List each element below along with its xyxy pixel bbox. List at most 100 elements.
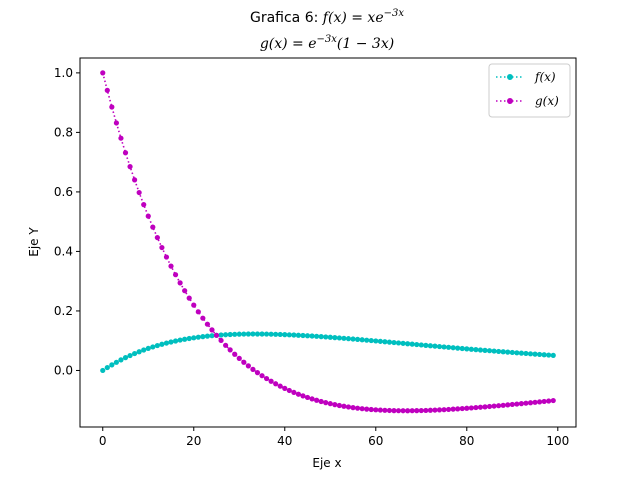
data-point-g [282, 385, 288, 391]
data-point-g [423, 407, 429, 414]
data-point-f [200, 334, 206, 340]
chart-title-formula-g-b: (1 − 3x) [337, 36, 394, 52]
data-point-f [177, 337, 183, 343]
data-point-f [323, 334, 329, 340]
legend: f(x) g(x) [488, 63, 571, 118]
data-point-f [109, 362, 115, 368]
data-point-g [182, 288, 188, 294]
data-point-g [496, 403, 502, 409]
data-point-f [377, 338, 383, 344]
chart-title-exponent-g: −3x [317, 34, 338, 45]
data-point-g [186, 295, 192, 301]
series-layer [100, 70, 556, 414]
data-point-g [500, 402, 506, 408]
data-point-f [509, 349, 515, 356]
chart-title-line-2: g(x) = e−3x(1 − 3x) [260, 34, 394, 52]
data-point-f [541, 352, 547, 358]
data-point-f [218, 332, 224, 338]
y-tick-label: 0.4 [54, 244, 73, 258]
data-point-f [373, 338, 379, 344]
data-point-g [323, 400, 329, 406]
data-point-f [195, 334, 201, 340]
data-point-f [132, 350, 138, 357]
data-point-g [427, 407, 433, 413]
data-point-f [550, 352, 556, 358]
legend-marker-g [507, 98, 513, 104]
data-point-f [364, 337, 370, 343]
x-tick-label: 20 [186, 434, 201, 448]
data-point-f [518, 350, 524, 356]
data-point-f [273, 331, 279, 337]
data-point-f [400, 340, 406, 346]
data-point-g [464, 405, 470, 411]
chart-title-exponent-f: −3x [384, 8, 405, 19]
chart-title-formula-g-a: g(x) = e [260, 36, 317, 52]
data-point-f [418, 342, 424, 348]
data-point-g [100, 70, 106, 76]
data-point-g [455, 406, 461, 412]
data-point-g [122, 150, 129, 156]
legend-marker-f [507, 74, 513, 80]
data-point-g [514, 401, 520, 407]
data-point-g [200, 315, 206, 321]
data-point-f [113, 359, 119, 365]
data-point-g [109, 104, 115, 110]
data-point-g [304, 394, 311, 401]
data-point-f [459, 345, 465, 352]
data-point-g [491, 403, 497, 409]
data-point-f [423, 342, 429, 348]
data-point-f [236, 331, 242, 337]
data-point-f [382, 339, 388, 345]
data-point-g [505, 402, 511, 408]
data-point-f [445, 344, 452, 350]
data-point-g [527, 400, 534, 406]
data-point-f [259, 331, 265, 337]
data-point-g [145, 213, 151, 219]
y-tick-label: 0.0 [54, 363, 73, 377]
data-point-f [159, 341, 165, 347]
data-point-g [141, 202, 147, 208]
data-point-g [441, 407, 447, 413]
data-point-f [263, 331, 270, 337]
data-point-f [227, 331, 233, 338]
data-point-f [455, 345, 461, 351]
data-point-f [477, 347, 484, 353]
data-point-g [259, 373, 265, 379]
data-point-f [277, 331, 283, 338]
data-point-g [537, 399, 543, 405]
data-point-f [300, 332, 306, 339]
data-point-g [291, 389, 297, 396]
data-point-g [332, 402, 338, 408]
chart-title-line-1: Grafica 6: f(x) = xe−3x [250, 8, 404, 26]
data-point-f [386, 339, 393, 345]
data-point-g [113, 120, 119, 126]
chart-title-formula-f: f(x) = xe [322, 10, 384, 26]
data-point-g [132, 177, 138, 183]
data-point-f [523, 350, 529, 357]
data-point-g [445, 406, 452, 413]
data-point-g [172, 272, 179, 278]
x-tick-label: 40 [277, 434, 292, 448]
data-point-f [441, 344, 447, 350]
data-point-g [486, 403, 493, 410]
data-point-g [163, 254, 170, 260]
y-tick-label: 0.8 [54, 125, 73, 139]
data-point-f [186, 335, 192, 342]
series-line-g [101, 72, 554, 412]
data-point-g [218, 337, 224, 344]
data-point-g [223, 342, 229, 348]
chart-title-prefix: Grafica 6: [250, 10, 323, 26]
data-point-g [477, 404, 484, 410]
data-point-g [409, 408, 415, 414]
data-point-g [295, 391, 302, 397]
data-point-f [172, 338, 179, 344]
data-point-f [345, 336, 352, 342]
data-point-f [473, 347, 479, 353]
data-point-g [541, 398, 547, 405]
data-point-g [254, 370, 261, 376]
data-point-f [405, 341, 411, 347]
data-point-g [136, 189, 142, 196]
data-point-f [254, 331, 261, 337]
